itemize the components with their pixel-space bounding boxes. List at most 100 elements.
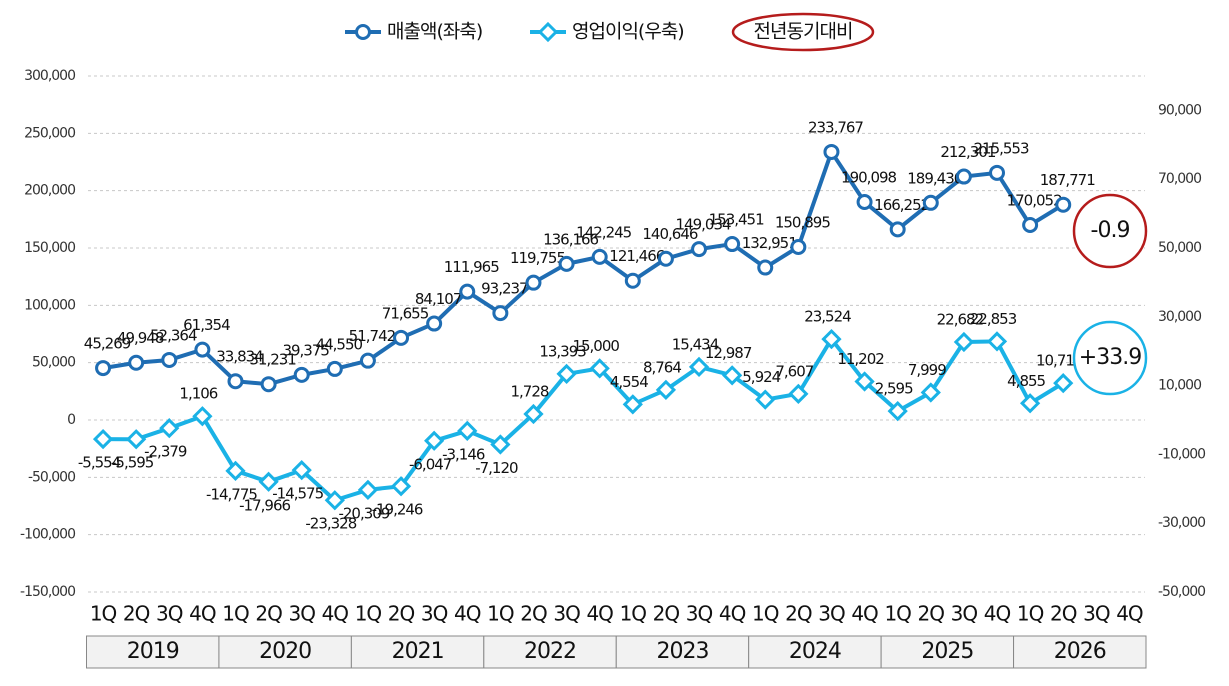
data-label: -5,554 [78,454,121,472]
data-label: 1,106 [179,385,217,403]
x-tick-label: 4Q [851,602,878,626]
point [889,221,906,238]
year-box [1013,635,1147,669]
data-label: -14,775 [206,485,257,503]
data-label: 44,550 [316,335,363,353]
data-label: 12,987 [705,344,752,362]
point [854,371,875,392]
point [426,315,443,332]
y2-tick-label: -30,000 [1158,515,1205,531]
data-label: 5,924 [742,368,780,386]
y2-tick-label: 10,000 [1158,378,1201,394]
point [757,259,774,276]
year-label: 2019 [127,639,179,664]
annotation-circle [1072,320,1148,396]
point [724,236,741,253]
x-tick-label: 3Q [156,602,183,626]
data-label: 111,965 [444,258,499,276]
point [525,274,542,291]
data-label: 84,107 [415,290,462,308]
x-tick-label: 4Q [1116,602,1143,626]
x-tick-label: 4Q [454,602,481,626]
data-label: 166,252 [874,196,929,214]
point [755,389,776,410]
point [128,354,145,371]
data-label: 61,354 [183,316,230,334]
point [821,328,842,350]
y2-tick-label: 70,000 [1158,171,1201,187]
point [1055,196,1072,213]
point [227,373,244,390]
y-tick-label: 50,000 [32,355,75,371]
point [537,21,559,43]
data-label: 140,646 [642,225,697,243]
x-tick-label: 1Q [620,602,647,626]
x-tick-label: 3Q [288,602,315,626]
data-label: 22,682 [937,310,984,328]
x-tick-label: 1Q [884,602,911,626]
annotation: +33.9 [1079,345,1141,370]
year-label: 2020 [259,639,311,664]
point [258,471,279,492]
point [293,366,310,383]
x-tick-label: 2Q [1050,602,1077,626]
data-label: -2,379 [144,443,187,461]
point [657,250,674,267]
data-label: 1,728 [511,383,549,401]
data-label: 10,714 [1036,352,1083,370]
year-label: 2026 [1054,639,1106,664]
x-tick-label: 2Q [123,602,150,626]
point [856,194,873,211]
point [790,238,807,255]
data-label: 119,755 [510,249,565,267]
legend-note: 전년동기대비 [754,21,853,43]
data-label: 51,742 [349,327,396,345]
point [989,164,1006,181]
point [1022,217,1039,234]
data-label: 49,948 [117,329,164,347]
x-tick-label: 3Q [1083,602,1110,626]
point [1053,373,1074,394]
x-tick-label: 2Q [520,602,547,626]
x-tick-label: 1Q [222,602,249,626]
x-tick-label: 2Q [785,602,812,626]
point [1019,393,1041,414]
data-label: 132,951 [742,234,797,252]
data-label: 45,269 [84,335,131,353]
point [655,379,677,400]
y-tick-label: 100,000 [24,297,75,313]
data-label: 93,237 [481,280,528,298]
data-label: 121,466 [609,247,664,265]
point [490,434,511,455]
x-tick-label: 2Q [918,602,945,626]
y2-tick-label: -50,000 [1158,584,1205,600]
data-label: 15,434 [672,335,719,353]
point [691,241,708,258]
data-label: 7,607 [775,362,813,380]
data-label: -3,146 [442,445,485,463]
data-label: -14,575 [272,485,323,503]
data-label: 233,767 [808,118,863,136]
point [355,24,371,40]
y-tick-label: -50,000 [28,469,75,485]
year-label: 2023 [656,639,708,664]
data-label: 13,393 [539,342,586,360]
data-label: 31,231 [249,351,296,369]
annotation: -0.9 [1091,218,1130,243]
point [424,430,445,451]
y-tick-label: 200,000 [24,183,75,199]
data-label: 150,895 [775,213,830,231]
data-label: -23,328 [305,515,356,533]
point [920,382,941,403]
data-label: 189,430 [907,169,962,187]
data-label: 136,166 [543,230,598,248]
point [225,460,246,481]
data-label: -20,309 [338,504,389,522]
point [260,376,277,393]
x-tick-label: 1Q [355,602,382,626]
data-label: 39,375 [282,341,329,359]
point [390,476,412,497]
data-label: 187,771 [1040,171,1095,189]
x-tick-label: 4Q [322,602,349,626]
